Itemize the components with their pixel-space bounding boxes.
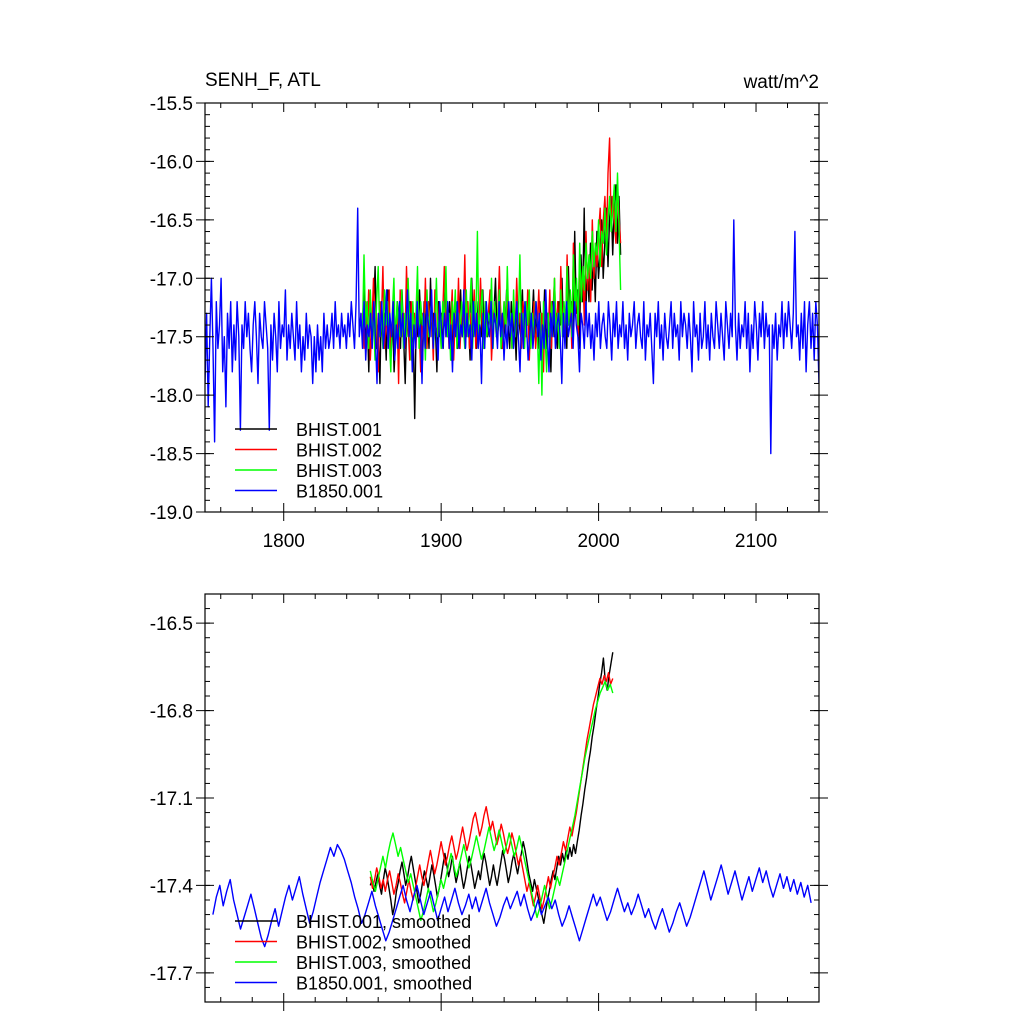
top-panel: 1800 1900 2000 2100 -19.0 -18.5 -18.0 -17.5 -17.… [150, 70, 828, 552]
y-tick-label: -17.0 [150, 269, 193, 290]
series-line-2 [369, 680, 614, 922]
legend-label: BHIST.002 [296, 441, 382, 461]
y-tick-label: -15.5 [150, 94, 193, 115]
legend-label: BHIST.003, smoothed [296, 953, 471, 973]
series-line-3 [205, 207, 819, 455]
legend-label: B1850.001 [296, 482, 383, 502]
y-tick-label: -16.5 [150, 614, 193, 635]
y-tick-label: -17.5 [150, 328, 193, 349]
legend-label: BHIST.001, smoothed [296, 912, 471, 932]
x-tick-label: 1800 [263, 531, 305, 552]
chart-title-right: watt/m^2 [743, 72, 819, 93]
x-tick-label: 1900 [420, 531, 462, 552]
series-line-0 [369, 652, 614, 924]
series-line-2 [361, 172, 622, 396]
y-tick-label: -18.0 [150, 386, 193, 407]
x-tick-label: 2000 [577, 531, 619, 552]
plot-frame [204, 102, 820, 513]
bottom-panel: -17.7 -17.4 -17.1 -16.8 -16.5 BHIST.001, smoo… [150, 593, 828, 1011]
y-tick-label: -19.0 [150, 503, 193, 524]
y-tick-label: -17.4 [150, 876, 194, 897]
y-tick-label: -18.5 [150, 445, 193, 466]
y-tick-label: -17.1 [150, 789, 193, 810]
series-line-1 [369, 672, 614, 910]
y-tick-label: -16.8 [150, 702, 193, 723]
chart-title-left: SENH_F, ATL [205, 70, 321, 91]
series-group [212, 652, 812, 948]
x-tick-label: 2100 [735, 531, 777, 552]
legend-label: BHIST.002, smoothed [296, 933, 471, 953]
series-line-3 [212, 843, 812, 948]
series-group [205, 137, 819, 455]
y-tick-label: -17.7 [150, 964, 193, 985]
legend-label: BHIST.003 [296, 461, 382, 481]
legend-label: B1850.001, smoothed [296, 974, 472, 994]
y-tick-label: -16.0 [150, 152, 193, 173]
legend-label: BHIST.001 [296, 420, 382, 440]
y-tick-label: -16.5 [150, 211, 193, 232]
